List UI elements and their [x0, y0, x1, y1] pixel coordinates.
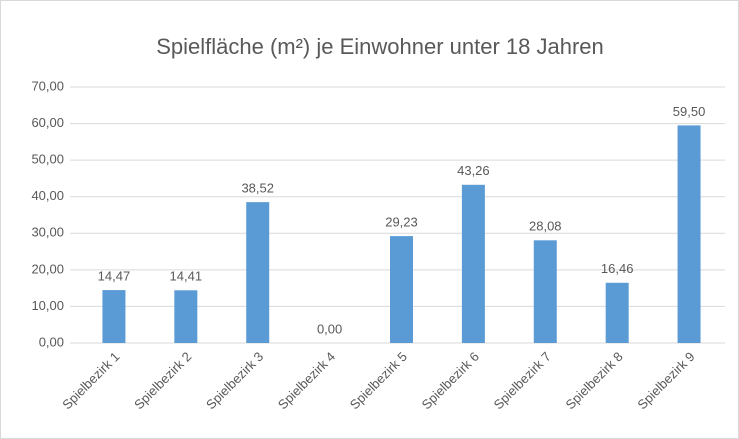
bar — [677, 125, 701, 344]
y-tick-label: 20,00 — [31, 261, 64, 276]
bar — [605, 282, 629, 343]
bar — [102, 290, 126, 343]
y-tick-label: 30,00 — [31, 225, 64, 240]
bar — [533, 240, 557, 343]
value-label: 16,46 — [601, 261, 634, 276]
value-label: 28,08 — [529, 219, 562, 234]
value-label: 59,50 — [673, 104, 706, 119]
y-tick-label: 50,00 — [31, 152, 64, 167]
value-label: 38,52 — [241, 181, 274, 196]
y-tick-label: 60,00 — [31, 115, 64, 130]
bar — [390, 236, 413, 343]
chart-title: Spielfläche (m²) je Einwohner unter 18 J… — [156, 34, 604, 59]
value-label: 29,23 — [385, 215, 418, 230]
value-label: 43,26 — [457, 163, 490, 178]
y-tick-label: 40,00 — [31, 188, 64, 203]
bar — [174, 290, 198, 343]
y-tick-label: 10,00 — [31, 298, 64, 313]
value-label: 0,00 — [317, 321, 342, 336]
bar — [461, 184, 485, 343]
y-tick-label: 0,00 — [39, 334, 64, 349]
value-label: 14,41 — [170, 269, 203, 284]
bar — [246, 202, 270, 343]
value-label: 14,47 — [98, 269, 131, 284]
y-tick-label: 70,00 — [31, 78, 64, 93]
